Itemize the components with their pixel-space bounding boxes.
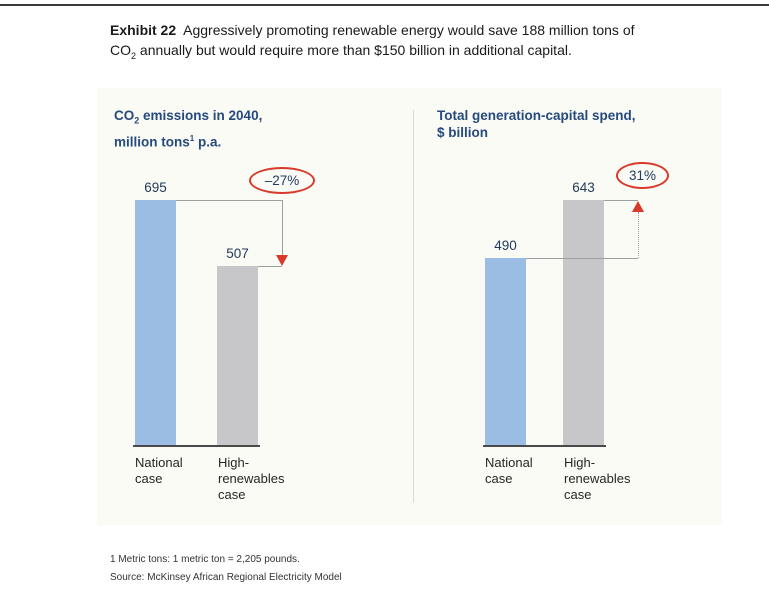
co2-emissions-chart: CO2 emissions in 2040, million tons1 p.a.…	[97, 88, 413, 525]
co2-subscript: 2	[131, 50, 137, 61]
footnote-marker: 1	[189, 133, 195, 143]
connector-vertical-line	[282, 200, 283, 255]
x-axis-line	[133, 445, 260, 447]
bar-value-label: 695	[144, 180, 167, 195]
exhibit-title-line2-pre: CO	[110, 42, 131, 58]
bar-national-case: 695	[135, 180, 176, 445]
percent-change-ellipse: 31%	[616, 162, 669, 189]
capital-chart-title: Total generation-capital spend, $ billion	[437, 108, 636, 140]
footnotes: 1 Metric tons: 1 metric ton = 2,205 poun…	[110, 551, 342, 587]
exhibit-number: Exhibit 22	[110, 22, 177, 38]
percent-change-ellipse: –27%	[249, 167, 315, 194]
exhibit-title-line2-post: annually but would require more than $15…	[136, 42, 572, 58]
panel-divider	[413, 110, 414, 503]
increase-arrow-icon	[632, 201, 644, 212]
connector-line-from-first-bar	[176, 200, 282, 201]
category-label-national-case: National case	[135, 455, 183, 486]
percent-change-label: –27%	[264, 173, 300, 188]
decrease-arrow-icon	[276, 255, 288, 266]
exhibit-title: Exhibit 22 Aggressively promoting renewab…	[110, 20, 715, 66]
co2-subscript: 2	[134, 115, 140, 126]
co2-chart-title: CO2 emissions in 2040, million tons1 p.a.	[114, 108, 263, 150]
exhibit-title-line1: Aggressively promoting renewable energy …	[183, 22, 635, 38]
capital-spend-chart: Total generation-capital spend, $ billion…	[413, 88, 722, 525]
bar-high-renewables-case: 507	[217, 246, 258, 445]
bar-high-renewables-case: 643	[563, 180, 604, 445]
category-label-national-case: National case	[485, 455, 533, 486]
connector-line-to-second-bar	[258, 266, 282, 267]
page-top-rule	[0, 4, 769, 6]
bar-value-label: 643	[572, 180, 595, 195]
x-axis-line	[483, 445, 606, 447]
percent-change-label: 31%	[628, 168, 657, 183]
source-line: Source: McKinsey African Regional Electr…	[110, 572, 342, 583]
category-label-high-renewables-case: High-renewables case	[218, 455, 285, 502]
exhibit-panel: CO2 emissions in 2040, million tons1 p.a.…	[97, 88, 722, 525]
footnote-metric-tons: 1 Metric tons: 1 metric ton = 2,205 poun…	[110, 554, 300, 565]
connector-line-from-first-bar	[526, 258, 638, 259]
connector-vertical-line	[638, 212, 639, 258]
bar-national-case: 490	[485, 238, 526, 445]
bar-value-label: 507	[226, 246, 249, 261]
bar-value-label: 490	[494, 238, 517, 253]
connector-line-to-second-bar	[604, 200, 638, 201]
category-label-high-renewables-case: High-renewables case	[564, 455, 631, 502]
